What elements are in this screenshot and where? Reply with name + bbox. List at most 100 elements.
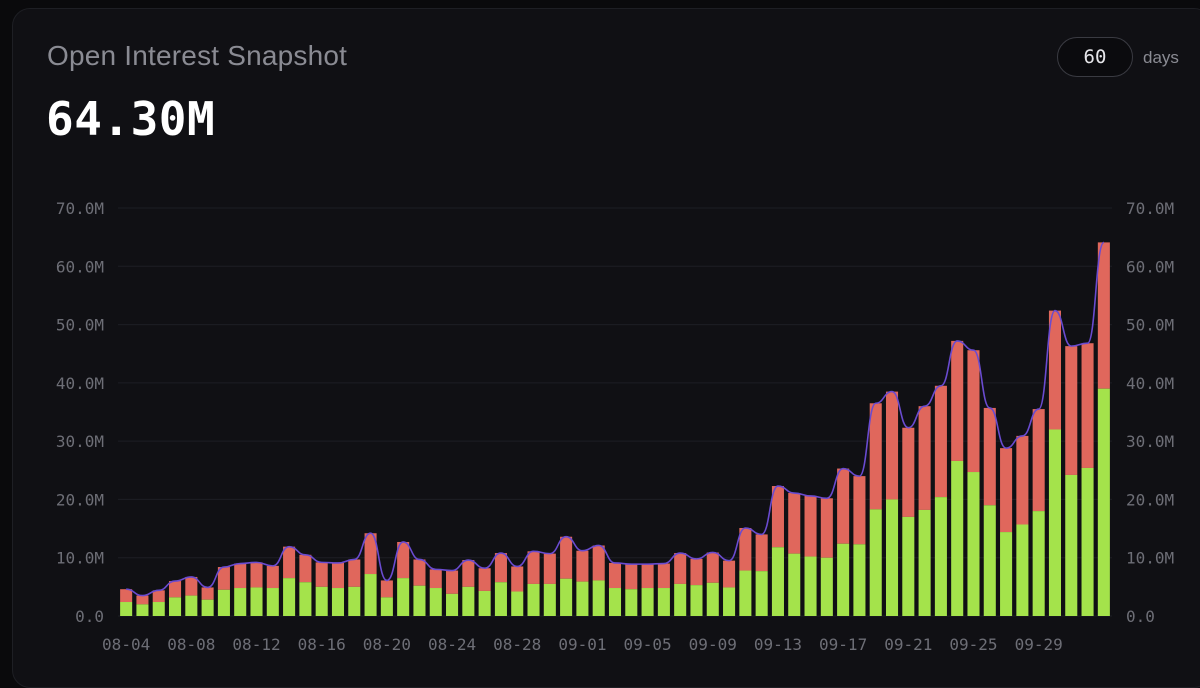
y-tick-label-right: 0.0 <box>1126 607 1155 626</box>
bar-segment-green <box>380 597 393 616</box>
bar-segment-green <box>853 544 866 616</box>
bar-segment-green <box>511 591 524 616</box>
bar-segment-green <box>234 588 247 616</box>
bar-segment-green <box>1016 524 1029 616</box>
y-tick-label-left: 50.0M <box>56 316 104 335</box>
y-tick-label-right: 20.0M <box>1126 490 1174 509</box>
bar-segment-green <box>560 578 573 616</box>
x-tick-label: 09-09 <box>689 635 737 654</box>
bar-segment-green <box>657 588 670 616</box>
bar-segment-red <box>755 534 768 572</box>
x-tick-label: 09-17 <box>819 635 867 654</box>
bar-segment-red <box>869 403 882 510</box>
bar-segment-red <box>1000 448 1013 533</box>
days-label: days <box>1143 48 1179 67</box>
bar-segment-red <box>690 558 703 586</box>
bar-segment-green <box>951 460 964 616</box>
bar-segment-green <box>804 556 817 616</box>
bar-segment-red <box>348 559 361 587</box>
bar-segment-red <box>152 590 165 603</box>
open-interest-chart: 0.0 0.0 10.0M 10.0M 20.0M 20.0M 30.0M 30.0M 40.0… <box>56 199 1174 654</box>
y-tick-label-left: 60.0M <box>56 257 104 276</box>
bar-segment-red <box>951 340 964 461</box>
bar-segment-red <box>1032 409 1045 512</box>
bar-segment-red <box>657 563 670 589</box>
x-tick-label: 08-24 <box>428 635 476 654</box>
bar-segment-green <box>641 588 654 616</box>
bar-segment-red <box>1065 346 1078 475</box>
bar-segment-red <box>641 564 654 589</box>
bar-segment-green <box>918 509 931 616</box>
bar-segment-red <box>771 486 784 548</box>
y-tick-label-right: 70.0M <box>1126 199 1174 218</box>
x-tick-label: 08-20 <box>363 635 411 654</box>
bar-segment-green <box>217 589 230 616</box>
bar-segment-red <box>478 568 491 591</box>
y-tick-label-right: 50.0M <box>1126 316 1174 335</box>
bar-segment-green <box>462 586 475 616</box>
bar-segment-red <box>462 560 475 587</box>
bar-segment-red <box>380 580 393 598</box>
bar-segment-red <box>266 565 279 589</box>
bar-segment-green <box>169 597 182 616</box>
bar-segment-red <box>967 350 980 473</box>
bar-segment-red <box>592 545 605 581</box>
x-tick-label: 08-08 <box>167 635 215 654</box>
bar-segment-green <box>902 516 915 616</box>
bar-segment-green <box>283 578 296 616</box>
x-tick-label: 09-25 <box>949 635 997 654</box>
current-open-interest-value: 64.30M <box>46 92 216 146</box>
bar-segment-red <box>364 533 377 575</box>
bar-segment-green <box>1097 388 1110 616</box>
bar-segment-red <box>543 553 556 584</box>
bar-segment-red <box>1081 343 1094 468</box>
bar-segment-green <box>706 582 719 616</box>
bar-segment-green <box>820 557 833 616</box>
bar-segment-green <box>1032 511 1045 616</box>
bar-segment-green <box>299 582 312 616</box>
bar-segment-green <box>527 583 540 616</box>
y-tick-label-left: 10.0M <box>56 549 104 568</box>
bar-segment-green <box>983 505 996 616</box>
bar-segment-green <box>576 581 589 616</box>
y-tick-label-left: 30.0M <box>56 432 104 451</box>
bar-segment-green <box>266 588 279 616</box>
bar-segment-red <box>446 570 459 594</box>
bar-segment-green <box>429 588 442 616</box>
bar-segment-green <box>771 547 784 616</box>
bar-segment-green <box>690 585 703 616</box>
bar-segment-red <box>1097 242 1110 389</box>
bar-segment-green <box>739 570 752 616</box>
bar-segment-green <box>446 593 459 616</box>
x-tick-label: 09-05 <box>624 635 672 654</box>
bar-segment-green <box>185 595 198 616</box>
bar-segment-green <box>478 590 491 616</box>
bar-segment-green <box>494 582 507 616</box>
bar-segment-green <box>120 602 133 616</box>
bar-segment-red <box>885 391 899 500</box>
bar-segment-red <box>983 407 996 506</box>
bar-segment-green <box>755 571 768 616</box>
bar-segment-red <box>120 589 133 603</box>
bar-segment-red <box>315 562 328 587</box>
bar-segment-red <box>576 550 589 582</box>
bar-segment-red <box>494 553 507 583</box>
x-tick-label: 08-16 <box>298 635 346 654</box>
bar-segment-red <box>560 536 573 579</box>
bar-segment-green <box>1081 467 1094 616</box>
y-tick-label-left: 20.0M <box>56 490 104 509</box>
x-tick-label: 08-28 <box>493 635 541 654</box>
bar-segment-green <box>1000 532 1013 616</box>
bar-segment-green <box>348 586 361 616</box>
bar-segment-green <box>625 589 638 616</box>
y-tick-label-left: 0.0 <box>75 607 104 626</box>
bar-segment-green <box>315 586 328 616</box>
bar-segment-red <box>902 427 915 517</box>
bar-segment-red <box>299 554 312 583</box>
bar-segment-red <box>934 385 947 498</box>
x-tick-label: 09-13 <box>754 635 802 654</box>
bar-segment-red <box>739 527 752 571</box>
days-input[interactable]: 60 <box>1057 37 1133 77</box>
bar-segment-green <box>152 602 165 616</box>
bar-segment-red <box>234 563 247 589</box>
